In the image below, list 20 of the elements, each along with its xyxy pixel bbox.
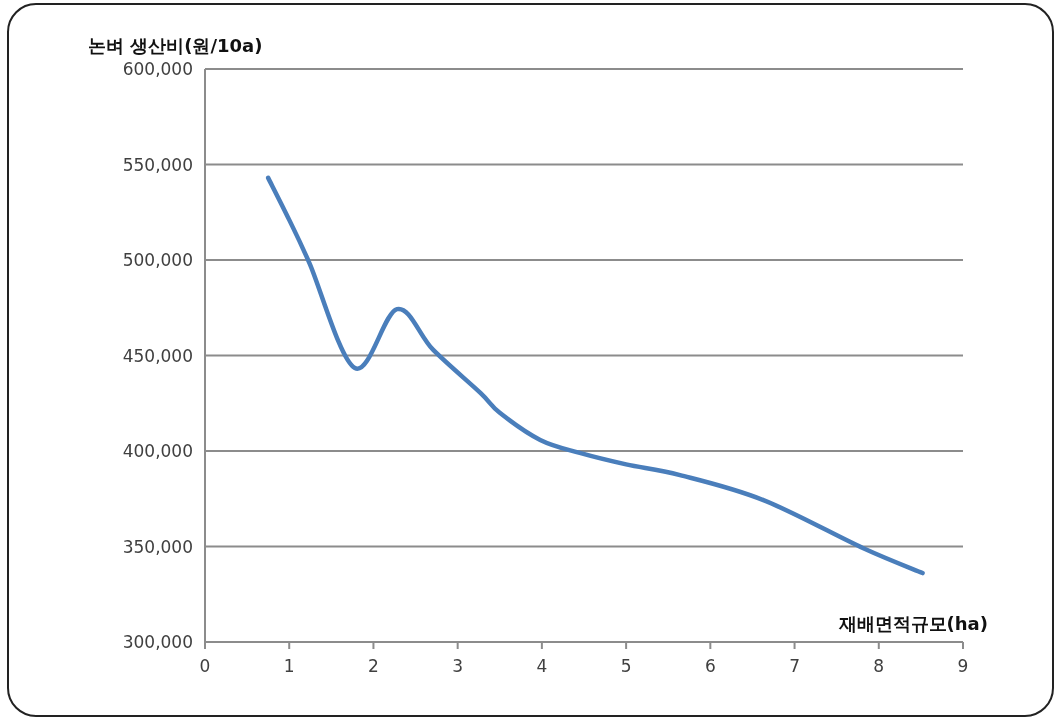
y-tick-label: 350,000 (122, 536, 193, 557)
x-tick-label: 3 (452, 656, 464, 676)
x-tick-label: 9 (957, 656, 969, 676)
line-series (265, 175, 925, 576)
x-tick-label: 1 (283, 656, 295, 676)
x-tick-label: 2 (368, 656, 379, 676)
x-tick-label: 4 (536, 656, 548, 676)
y-tick-label: 400,000 (122, 441, 193, 461)
x-tick-label: 8 (873, 656, 885, 676)
x-axis-title: 재배면적규모(ha) (837, 613, 988, 634)
y-tick-label: 450,000 (122, 345, 193, 366)
x-tick-label: 7 (789, 656, 800, 676)
y-tick-label: 300,000 (122, 632, 193, 652)
x-tick-label: 6 (704, 656, 716, 676)
y-tick-label: 600,000 (122, 59, 193, 79)
y-tick-label: 550,000 (122, 154, 193, 175)
x-tick-label: 5 (620, 656, 632, 676)
x-tick-label: 0 (199, 656, 211, 676)
y-axis-title: 논벼 생산비(원/10a) (88, 35, 263, 56)
y-tick-label: 500,000 (122, 250, 193, 270)
